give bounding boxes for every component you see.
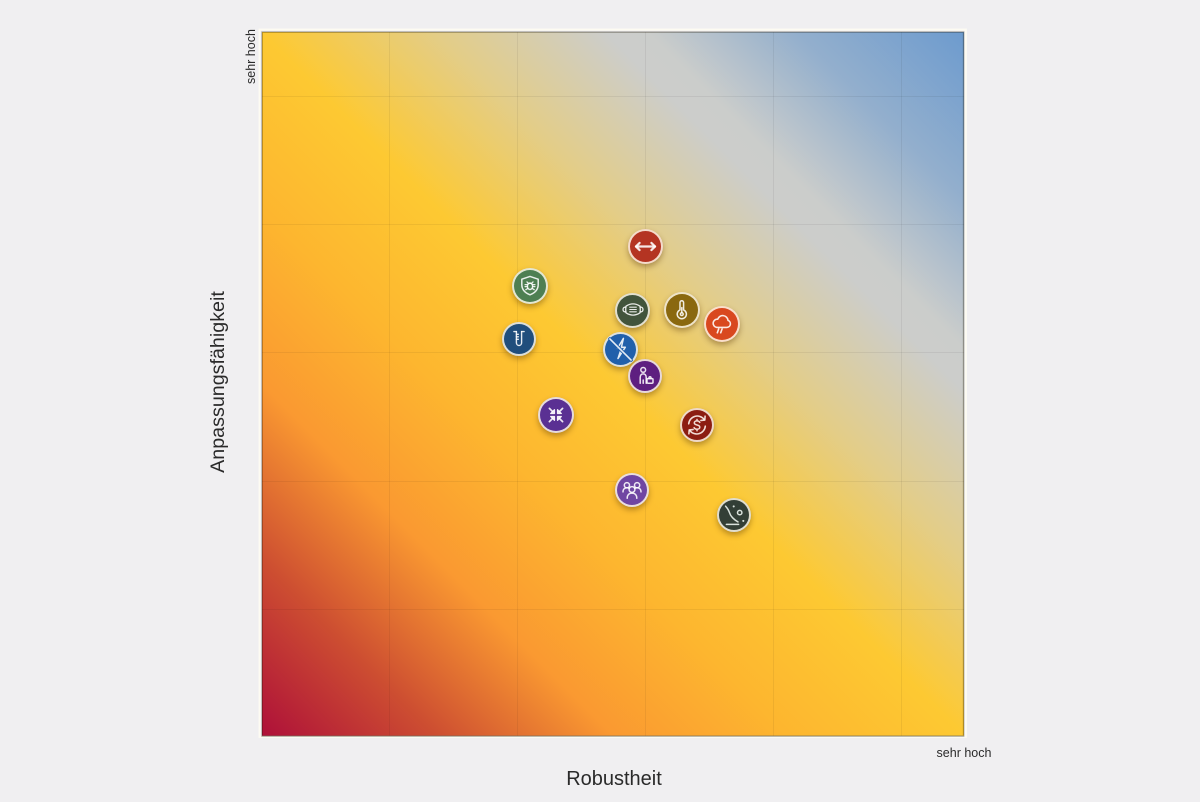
svg-text:sehr hoch: sehr hoch <box>937 746 992 760</box>
svg-text:sehr hoch: sehr hoch <box>244 29 258 84</box>
svg-text:Robustheit: Robustheit <box>566 768 662 790</box>
svg-text:Anpassungsfähigkeit: Anpassungsfähigkeit <box>207 291 229 473</box>
